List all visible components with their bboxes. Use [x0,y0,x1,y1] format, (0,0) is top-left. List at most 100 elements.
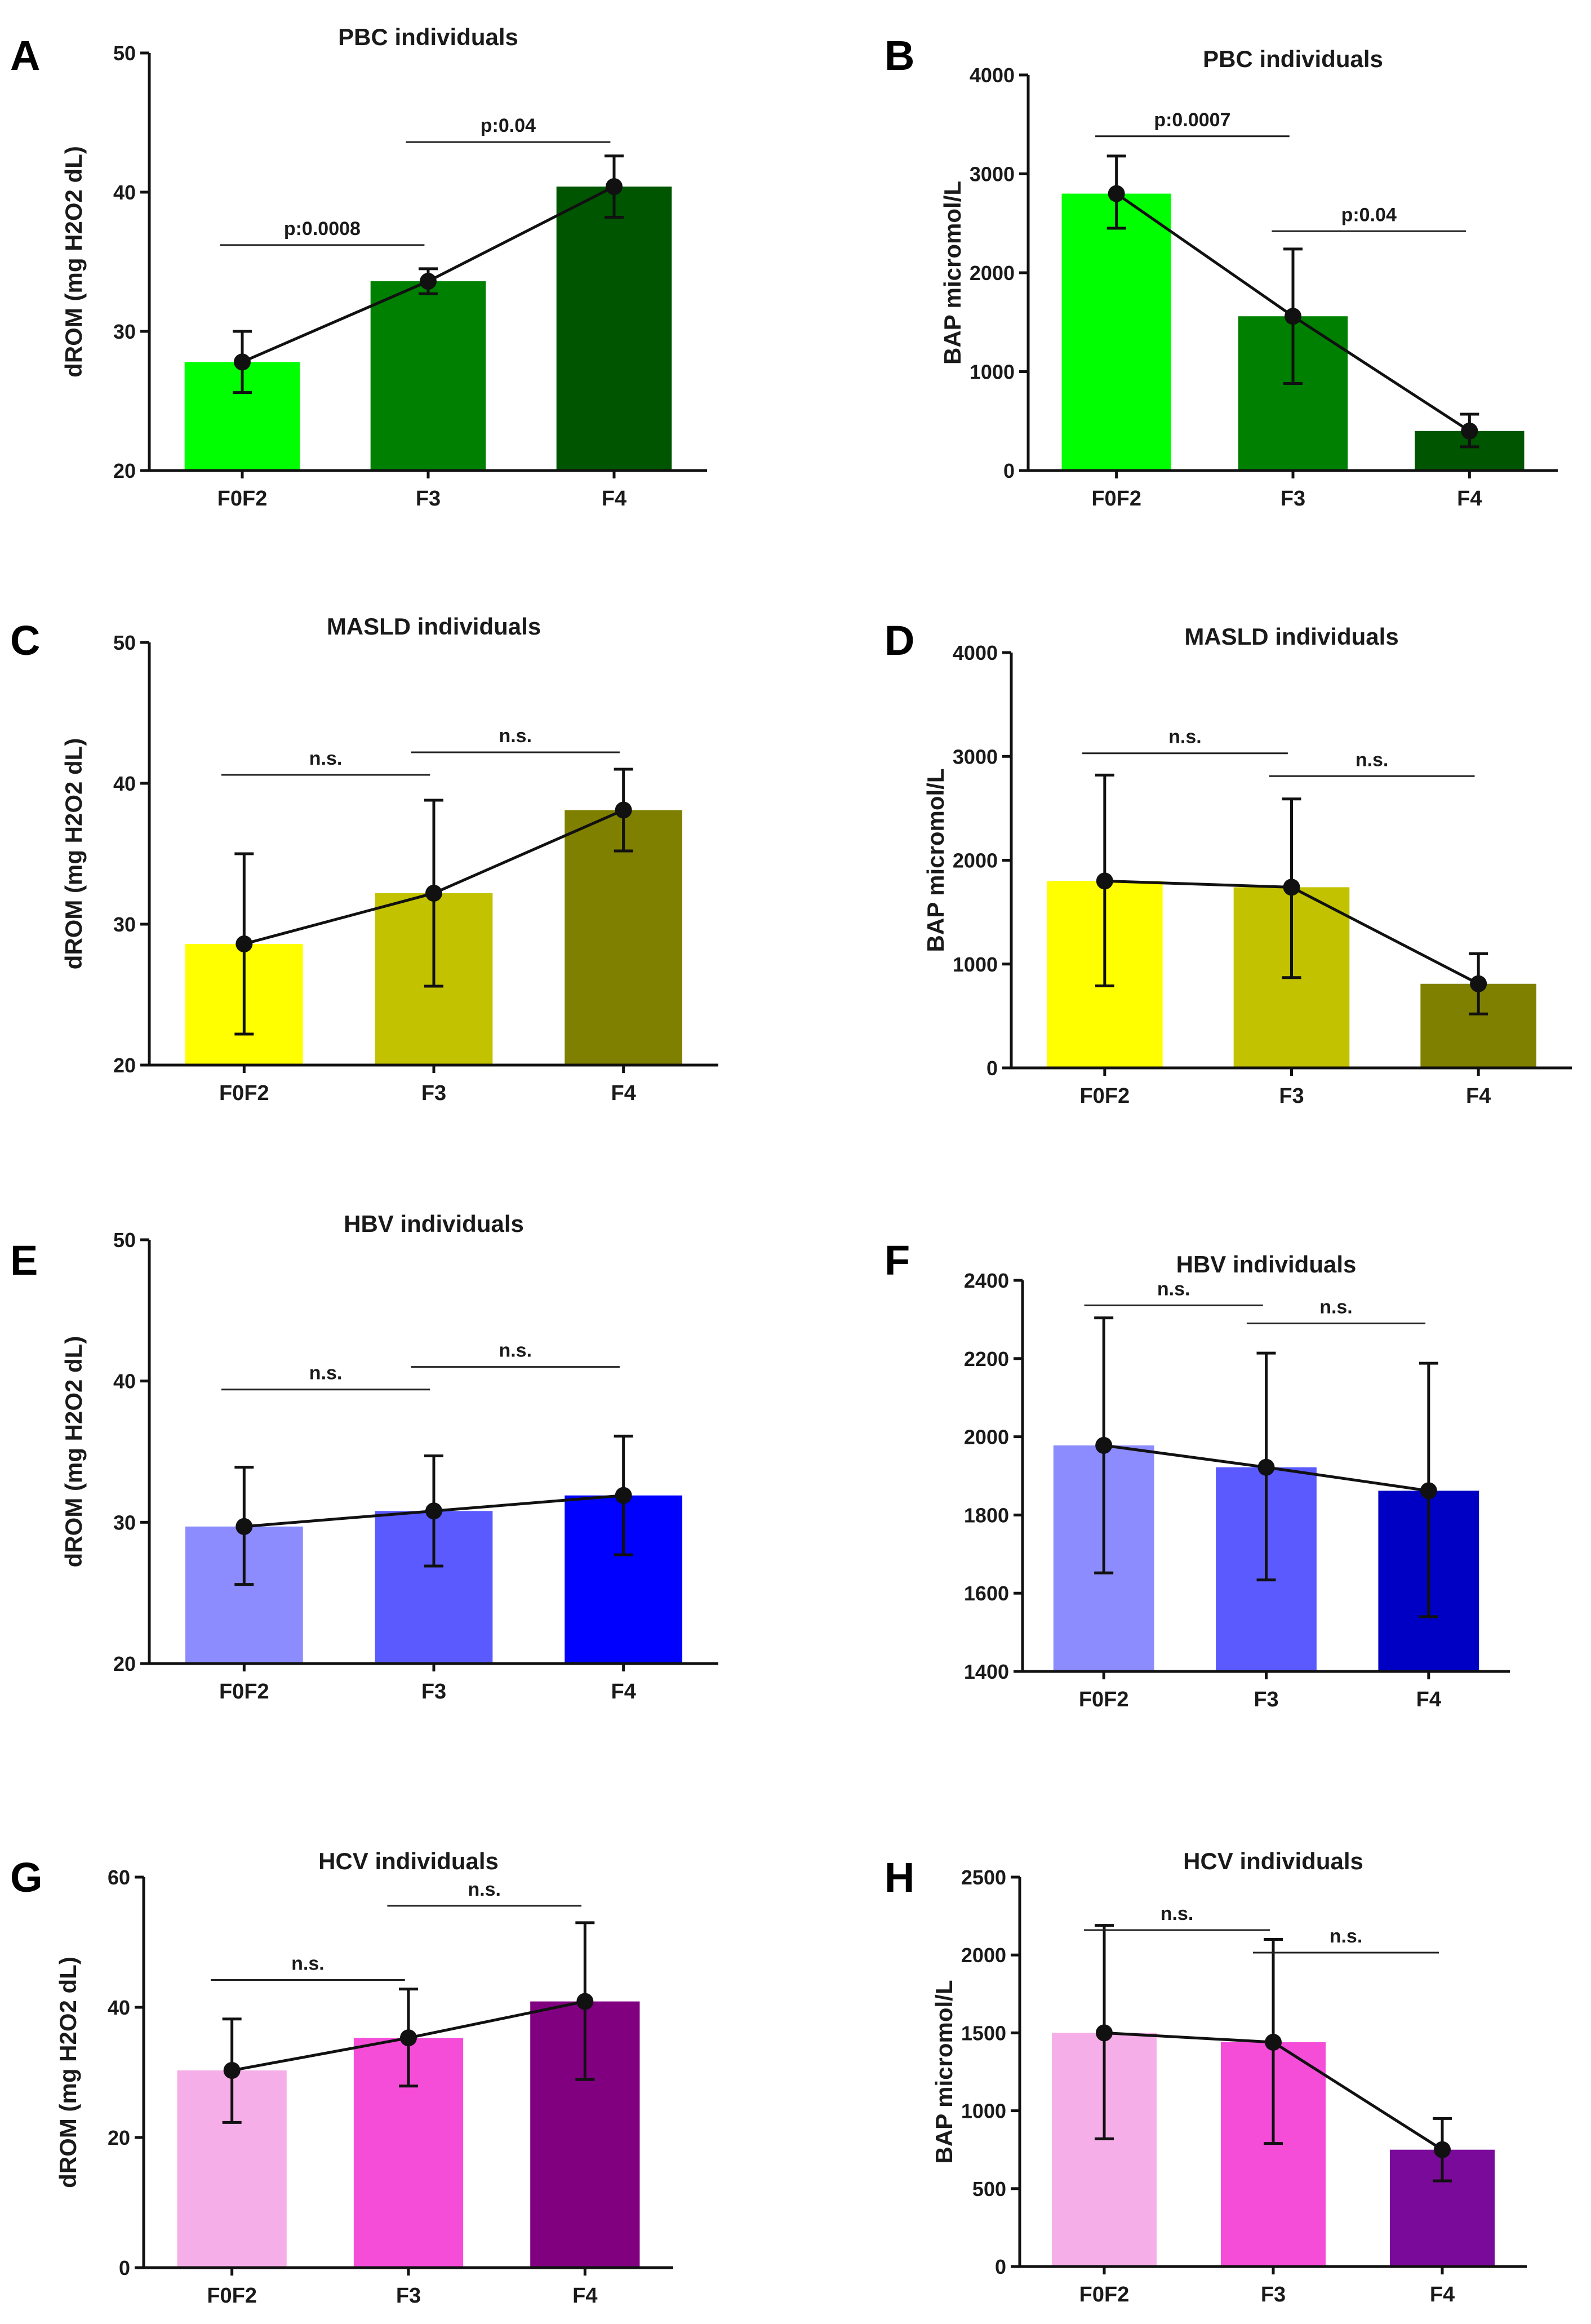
y-axis-label: BAP micromol/L [939,181,966,365]
panel-letter: G [10,1854,43,1901]
y-tick-label: 1400 [964,1660,1009,1683]
mean-point [615,801,632,819]
y-axis-label: dROM (mg H2O2 dL) [55,1957,81,2188]
panel-c: C MASLD individuals dROM (mg H2O2 dL) 20 30 4… [10,613,718,1105]
significance-label: n.s. [1161,1903,1194,1924]
mean-point [1283,879,1300,896]
panel-letter: A [10,32,40,79]
panel-letter: C [10,617,40,664]
y-tick-label: 1000 [953,953,998,976]
bar-f4 [556,187,672,471]
x-tick-label: F3 [396,2284,421,2308]
mean-point [420,273,437,290]
mean-point [1096,872,1113,890]
panel-letter: E [10,1237,38,1284]
mean-point [1257,1458,1275,1476]
y-axis-label: BAP micromol/L [922,769,949,952]
y-tick-label: 40 [113,772,136,795]
panel-b: B PBC individuals BAP micromol/L 0 1000 2000 3… [885,32,1558,511]
significance-label: n.s. [499,1340,532,1361]
y-tick-label: 40 [113,181,136,204]
mean-point [1434,2141,1451,2158]
significance-label: n.s. [1157,1278,1190,1300]
mean-point [400,2029,417,2047]
y-tick-label: 1000 [961,2100,1006,2123]
x-tick-label: F4 [611,1680,635,1704]
significance-label: n.s. [1319,1296,1353,1318]
x-tick-label: F0F2 [219,1680,269,1704]
x-tick-label: F3 [1281,487,1305,511]
y-tick-label: 2000 [953,849,998,872]
mean-point [1420,1482,1437,1500]
x-tick-label: F3 [1254,1688,1278,1711]
x-tick-label: F3 [1279,1084,1304,1108]
x-tick-label: F3 [416,487,441,511]
x-tick-label: F4 [1416,1688,1441,1711]
mean-point [425,1502,442,1520]
significance-label: p:0.04 [1341,204,1397,225]
panel-letter: D [885,617,914,664]
significance-label: n.s. [1330,1926,1363,1947]
y-tick-label: 1000 [970,361,1015,384]
x-tick-label: F3 [421,1680,446,1704]
y-tick-label: 4000 [970,64,1015,87]
mean-point [234,353,251,371]
x-tick-label: F0F2 [207,2284,257,2308]
mean-point [1095,1436,1113,1454]
y-tick-label: 2500 [961,1866,1006,1889]
mean-point [1470,975,1487,992]
y-tick-label: 1600 [964,1582,1009,1605]
y-tick-label: 20 [113,1652,136,1675]
chart-title: PBC individuals [1203,46,1383,72]
y-axis-label: dROM (mg H2O2 dL) [60,738,87,970]
panel-f: F HBV individuals 1400 1600 1800 2000 2200 2400… [885,1237,1510,1711]
panel-d: D MASLD individuals BAP micromol/L 0 1000 200… [885,617,1572,1108]
x-tick-label: F4 [611,1081,635,1105]
mean-point [1096,2024,1113,2042]
panel-e: E HBV individuals dROM (mg H2O2 dL) 20 30 40 5… [10,1210,718,1704]
y-tick-label: 1800 [964,1503,1009,1527]
significance-label: n.s. [291,1953,325,1974]
y-tick-label: 30 [113,320,136,343]
y-tick-label: 0 [119,2256,130,2279]
bar-f0f2 [1061,193,1171,471]
panel-letter: B [885,32,914,79]
significance-label: p:0.0007 [1154,109,1230,131]
y-tick-label: 0 [986,1057,998,1080]
mean-point [615,1487,632,1504]
mean-point [606,178,623,196]
bar-f4 [565,810,683,1065]
y-tick-label: 2400 [964,1269,1009,1292]
y-tick-label: 2000 [964,1426,1009,1449]
x-tick-label: F0F2 [219,1081,269,1105]
x-tick-label: F4 [602,487,626,511]
y-tick-label: 2200 [964,1347,1009,1371]
y-tick-label: 0 [995,2255,1006,2278]
significance-label: n.s. [309,748,343,769]
chart-title: MASLD individuals [1184,623,1398,650]
y-tick-label: 3000 [970,163,1015,186]
chart-title: HBV individuals [344,1210,524,1237]
significance-label: n.s. [499,725,532,747]
y-axis-label: dROM (mg H2O2 dL) [60,146,87,378]
y-tick-label: 20 [108,2126,130,2149]
y-tick-label: 500 [972,2177,1006,2201]
significance-label: n.s. [1168,726,1202,748]
mean-point [235,935,253,952]
panel-letter: H [885,1854,914,1901]
x-tick-label: F0F2 [1079,2283,1130,2307]
mean-point [1108,185,1125,202]
mean-point [235,1518,253,1535]
y-tick-label: 2000 [961,1944,1006,1967]
x-tick-label: F4 [1457,487,1482,511]
x-tick-label: F0F2 [1079,1688,1129,1711]
y-tick-label: 60 [108,1866,130,1889]
significance-label: n.s. [309,1363,343,1384]
y-tick-label: 40 [108,1996,130,2019]
y-tick-label: 50 [113,631,136,654]
chart-title: PBC individuals [338,24,518,50]
y-axis-label: BAP micromol/L [931,1980,957,2164]
y-tick-label: 20 [113,1054,136,1077]
x-tick-label: F3 [421,1081,446,1105]
